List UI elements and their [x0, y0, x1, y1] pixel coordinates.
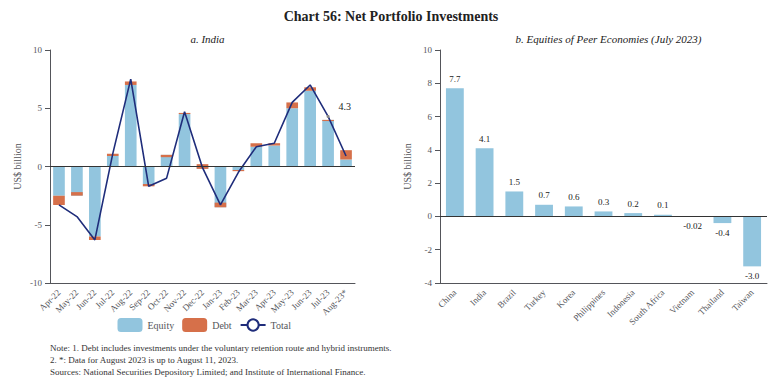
svg-text:4.3: 4.3: [339, 101, 352, 112]
svg-text:Nov-22: Nov-22: [161, 287, 189, 314]
svg-text:-10: -10: [30, 278, 42, 288]
svg-text:10: 10: [423, 45, 433, 55]
svg-text:10: 10: [33, 45, 43, 55]
svg-text:Taiwan: Taiwan: [730, 287, 756, 313]
svg-text:0: 0: [428, 211, 433, 221]
svg-text:a. India: a. India: [190, 33, 225, 45]
svg-text:0.2: 0.2: [628, 199, 639, 209]
svg-text:Jun-23: Jun-23: [289, 287, 314, 312]
svg-text:May-23: May-23: [268, 287, 296, 315]
svg-text:-2: -2: [425, 245, 433, 255]
svg-text:Jan-23: Jan-23: [200, 287, 224, 312]
svg-text:Sep-22: Sep-22: [127, 287, 153, 313]
svg-text:-4: -4: [425, 278, 433, 288]
svg-text:2. *: Data for August 2023 is: 2. *: Data for August 2023 is up to Augu…: [50, 355, 238, 365]
svg-text:Chart 56: Net Portfolio Invest: Chart 56: Net Portfolio Investments: [284, 9, 499, 24]
svg-text:0: 0: [38, 162, 43, 172]
svg-text:-0.02: -0.02: [683, 221, 702, 231]
svg-text:b. Equities of Peer Economies: b. Equities of Peer Economies (July 2023…: [515, 33, 701, 46]
svg-text:Mar-23: Mar-23: [233, 287, 260, 314]
svg-text:US$ billion: US$ billion: [12, 143, 23, 189]
svg-text:Turkey: Turkey: [522, 287, 548, 313]
svg-text:2: 2: [428, 178, 433, 188]
svg-text:Total: Total: [271, 320, 292, 331]
svg-text:India: India: [468, 287, 488, 307]
svg-text:8: 8: [428, 78, 433, 88]
svg-text:5: 5: [38, 103, 43, 113]
svg-text:Korea: Korea: [555, 287, 578, 310]
svg-text:South Africa: South Africa: [627, 287, 666, 326]
svg-text:Apr-23: Apr-23: [252, 287, 278, 313]
svg-text:Equity: Equity: [148, 320, 175, 331]
svg-text:Indonesia: Indonesia: [605, 287, 637, 320]
svg-text:Note: 1. Debt includes investm: Note: 1. Debt includes investments under…: [50, 343, 391, 353]
svg-text:Brazil: Brazil: [495, 287, 518, 310]
svg-text:7.7: 7.7: [449, 74, 461, 84]
svg-text:US$ billion: US$ billion: [402, 143, 413, 189]
svg-text:Aug-23*: Aug-23*: [320, 287, 350, 317]
svg-text:May-22: May-22: [53, 287, 81, 315]
svg-text:Oct-22: Oct-22: [145, 287, 171, 313]
svg-text:1.5: 1.5: [509, 177, 521, 187]
svg-text:Philippines: Philippines: [571, 287, 607, 323]
svg-text:0.1: 0.1: [657, 200, 668, 210]
svg-text:China: China: [436, 287, 458, 309]
svg-text:Jun-22: Jun-22: [74, 287, 98, 311]
svg-text:-3.0: -3.0: [745, 271, 760, 281]
svg-text:0.6: 0.6: [568, 192, 580, 202]
svg-text:6: 6: [428, 112, 433, 122]
svg-text:Dec-22: Dec-22: [180, 287, 206, 313]
svg-text:Jul-22: Jul-22: [93, 287, 117, 311]
svg-text:Feb-23: Feb-23: [216, 287, 242, 313]
svg-text:4.1: 4.1: [479, 134, 490, 144]
svg-text:Sources: National Securities D: Sources: National Securities Depository …: [50, 367, 365, 377]
svg-text:0.3: 0.3: [598, 197, 610, 207]
svg-text:4: 4: [428, 145, 433, 155]
svg-text:-5: -5: [35, 220, 43, 230]
svg-text:Aug-22: Aug-22: [107, 287, 135, 314]
svg-text:Thailand: Thailand: [696, 287, 726, 317]
svg-text:Vietnam: Vietnam: [668, 287, 697, 316]
svg-text:Apr-22: Apr-22: [37, 287, 63, 313]
svg-text:-0.4: -0.4: [715, 228, 730, 238]
svg-text:0.7: 0.7: [538, 190, 550, 200]
svg-text:Debt: Debt: [212, 320, 232, 331]
svg-text:Jul-23: Jul-23: [308, 287, 332, 311]
